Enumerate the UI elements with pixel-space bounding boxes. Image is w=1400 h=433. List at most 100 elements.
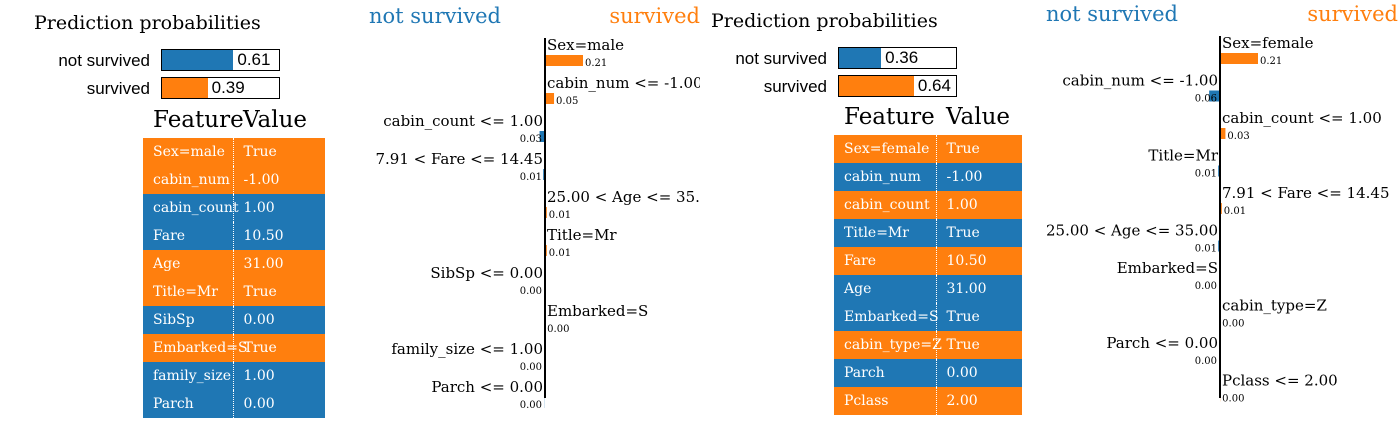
explanation-panel-1: Prediction probabilities not survived 0.… xyxy=(34,4,700,418)
weight-value-label: 0.05 xyxy=(556,96,578,107)
prob-title: Prediction probabilities xyxy=(711,10,938,32)
value-cell: 10.50 xyxy=(935,247,1022,275)
feature-condition-label: SibSp <= 0.00 xyxy=(430,264,543,282)
value-cell: 10.50 xyxy=(232,222,325,250)
feature-cell: Sex=male xyxy=(153,144,225,160)
value-cell: 2.00 xyxy=(935,387,1022,415)
value-cell: True xyxy=(232,138,325,166)
prob-label-not-survived: not survived xyxy=(58,51,150,70)
prob-label-survived: survived xyxy=(86,79,150,98)
weight-value-label: 0.00 xyxy=(520,362,542,373)
prob-title: Prediction probabilities xyxy=(34,12,261,34)
table-row: Pclass 2.00 xyxy=(834,387,1022,415)
weight-value-label: 0.01 xyxy=(1224,206,1246,217)
weight-value-label: 0.00 xyxy=(520,400,542,411)
feature-condition-label: cabin_num <= -1.00 xyxy=(1062,72,1218,90)
weight-value-label: 0.21 xyxy=(1260,56,1282,67)
feature-condition-label: Embarked=S xyxy=(547,302,648,320)
prob-bar-not-survived: 0.36 xyxy=(838,47,957,69)
weight-value-label: 0.00 xyxy=(1222,319,1244,330)
value-header: Value xyxy=(233,102,325,138)
table-row: SibSp 0.00 xyxy=(143,306,325,334)
feature-condition-label: cabin_num <= -1.00 xyxy=(547,74,700,92)
feature-cell: cabin_count xyxy=(153,200,239,216)
table-row: Title=Mr True xyxy=(834,219,1022,247)
feature-condition-label: 7.91 < Fare <= 14.45 xyxy=(1222,184,1390,202)
table-row: Sex=male True xyxy=(143,138,325,166)
value-cell: 31.00 xyxy=(935,275,1022,303)
table-row: Age 31.00 xyxy=(143,250,325,278)
weight-bar xyxy=(1220,128,1226,139)
positive-class-header: survived xyxy=(1307,2,1398,26)
weight-value-label: 0.00 xyxy=(1195,281,1217,292)
weight-bar xyxy=(545,55,583,66)
feature-cell: Title=Mr xyxy=(153,284,218,300)
weight-value-label: 0.01 xyxy=(520,172,542,183)
prob-value: 0.36 xyxy=(885,48,919,67)
table-row: Fare 10.50 xyxy=(834,247,1022,275)
table-row: family_size 1.00 xyxy=(143,362,325,390)
feature-cell: Parch xyxy=(844,365,885,381)
feature-cell: Pclass xyxy=(844,393,889,409)
value-cell: 1.00 xyxy=(232,194,325,222)
feature-condition-label: 25.00 < Age <= 35.00 xyxy=(1046,222,1218,240)
weight-value-label: 0.00 xyxy=(1222,394,1244,405)
positive-class-header: survived xyxy=(609,4,700,28)
value-cell: 0.00 xyxy=(232,390,325,418)
feature-value-table: Feature Value Sex=female True cabin_num -1.… xyxy=(834,99,1022,415)
value-cell: -1.00 xyxy=(232,166,325,194)
feature-header: Feature xyxy=(834,99,936,135)
table-row: Parch 0.00 xyxy=(143,390,325,418)
feature-cell: SibSp xyxy=(153,312,195,328)
weight-value-label: 0.21 xyxy=(585,58,607,69)
negative-class-header: not survived xyxy=(1046,2,1178,26)
feature-condition-label: cabin_type=Z xyxy=(1222,297,1327,315)
feature-header: Feature xyxy=(143,102,244,138)
table-row: cabin_count 1.00 xyxy=(834,191,1022,219)
feature-condition-label: Title=Mr xyxy=(1148,147,1218,165)
feature-cell: Embarked=S xyxy=(844,309,939,325)
feature-cell: Embarked=S xyxy=(153,340,248,356)
prob-bar-survived: 0.64 xyxy=(838,75,957,97)
weight-value-label: 0.01 xyxy=(549,248,571,259)
prob-value: 0.61 xyxy=(237,50,271,69)
weight-bar xyxy=(1220,53,1258,64)
feature-condition-label: Title=Mr xyxy=(547,226,617,244)
weight-value-label: 0.00 xyxy=(520,286,542,297)
prob-value: 0.39 xyxy=(211,78,245,97)
value-cell: -1.00 xyxy=(935,163,1022,191)
value-cell: True xyxy=(232,278,325,306)
feature-condition-label: Parch <= 0.00 xyxy=(431,378,543,396)
table-row: Sex=female True xyxy=(834,135,1022,163)
table-row: Embarked=S True xyxy=(834,303,1022,331)
weight-value-label: 0.00 xyxy=(1195,356,1217,367)
table-row: Age 31.00 xyxy=(834,275,1022,303)
weight-value-label: 0.01 xyxy=(1195,244,1217,255)
value-cell: True xyxy=(935,303,1022,331)
prob-bar-fill xyxy=(162,50,234,70)
feature-condition-label: Sex=female xyxy=(1222,34,1314,52)
value-cell: 0.00 xyxy=(935,359,1022,387)
feature-condition-label: 7.91 < Fare <= 14.45 xyxy=(376,150,544,168)
value-cell: 0.00 xyxy=(232,306,325,334)
weight-value-label: 0.01 xyxy=(549,210,571,221)
table-row: cabin_num -1.00 xyxy=(143,166,325,194)
feature-cell: cabin_type=Z xyxy=(844,337,942,353)
explanation-panel-2: Prediction probabilities not survived 0.… xyxy=(700,0,1400,433)
feature-cell: Parch xyxy=(153,396,194,412)
prob-bar-fill xyxy=(839,76,914,96)
feature-cell: cabin_count xyxy=(844,197,930,213)
feature-condition-label: 25.00 < Age <= 35.00 xyxy=(547,188,700,206)
value-cell: True xyxy=(232,334,325,362)
weight-bar xyxy=(1209,90,1220,102)
feature-cell: Age xyxy=(153,256,181,272)
table-row: Title=Mr True xyxy=(143,278,325,306)
prob-bar-not-survived: 0.61 xyxy=(161,49,280,71)
prob-label-not-survived: not survived xyxy=(735,49,827,68)
weight-value-label: 0.03 xyxy=(1227,131,1249,142)
table-header-row: Feature Value xyxy=(834,99,1022,135)
prob-value: 0.64 xyxy=(917,76,951,95)
prob-bar-fill xyxy=(162,78,208,98)
feature-cell: Sex=female xyxy=(844,141,930,157)
table-row: cabin_num -1.00 xyxy=(834,163,1022,191)
